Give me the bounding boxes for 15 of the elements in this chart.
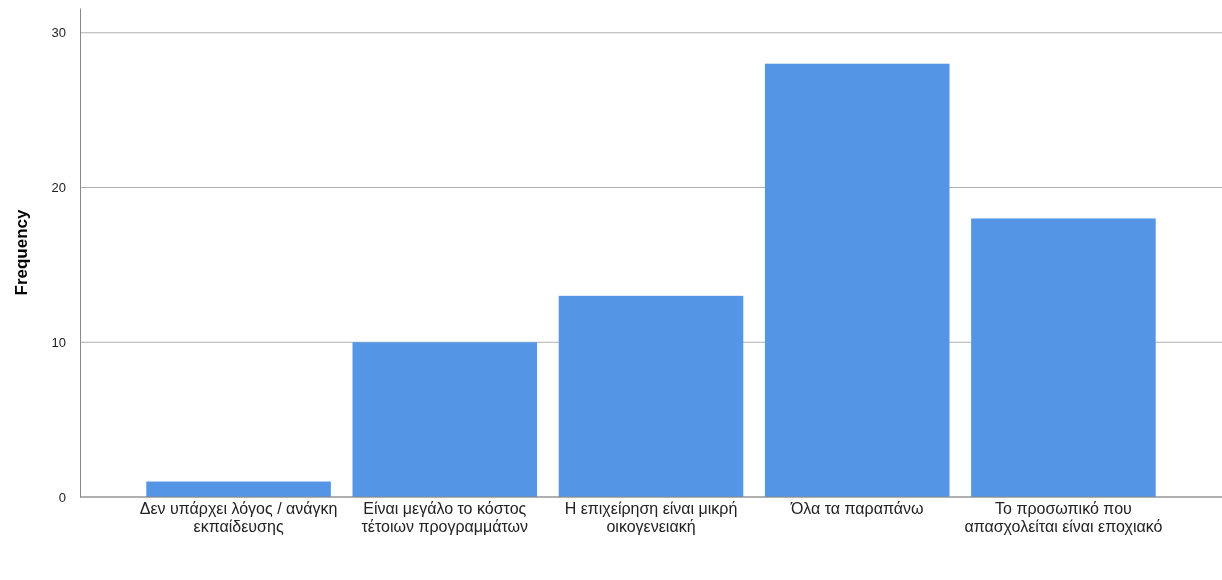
bar xyxy=(352,342,538,497)
y-tick-label: 0 xyxy=(58,489,66,505)
y-tick-label: 20 xyxy=(51,180,66,196)
x-tick-label: Η επιχείρηση είναι μικρή οικογενειακή xyxy=(564,500,738,535)
y-axis-title: Frequency xyxy=(12,208,31,296)
x-tick-label: Δεν υπάρχει λόγος / ανάγκη εκπαίδευσης xyxy=(139,500,338,535)
bar xyxy=(558,295,744,497)
x-tick-label: Όλα τα παραπάνω xyxy=(789,500,924,518)
bar xyxy=(764,63,950,497)
x-tick-label: Το προσωπικό που απασχολείται είναι εποχιακό xyxy=(964,500,1163,535)
bar xyxy=(971,218,1156,497)
y-tick-label: 30 xyxy=(51,25,66,41)
y-tick-label: 10 xyxy=(51,334,66,350)
bar xyxy=(146,481,331,497)
x-tick-label: Είναι μεγάλο το κόστος τέτοιων προγραμμάτων xyxy=(361,500,529,535)
